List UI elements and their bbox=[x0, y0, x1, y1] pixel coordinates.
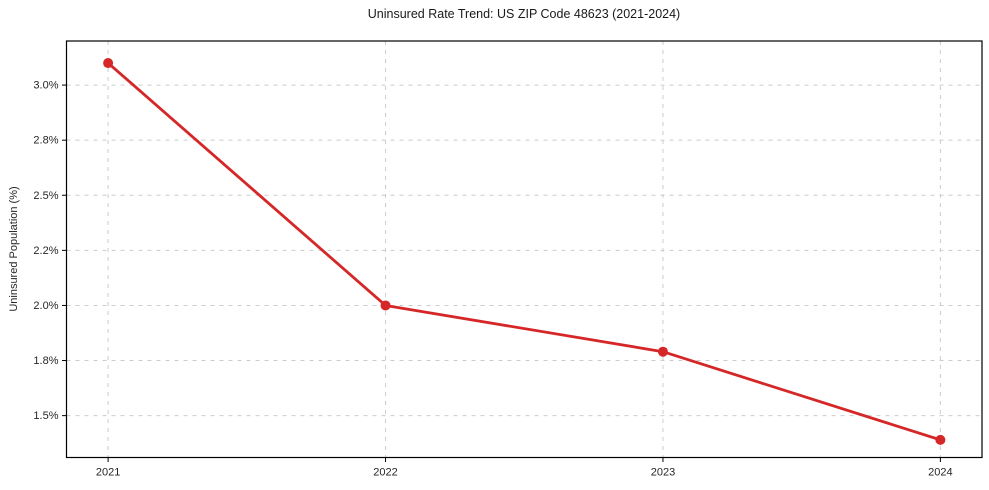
data-point bbox=[380, 300, 391, 311]
data-point bbox=[103, 58, 114, 69]
data-point bbox=[657, 346, 668, 357]
y-tick-label: 2.5% bbox=[33, 190, 58, 202]
y-tick-label: 2.0% bbox=[33, 300, 58, 312]
plot-border bbox=[65, 40, 983, 459]
y-tick-label: 1.5% bbox=[33, 410, 58, 422]
x-tick-label: 2021 bbox=[96, 467, 120, 479]
data-point bbox=[935, 434, 946, 445]
y-tick-label: 2.2% bbox=[33, 245, 58, 257]
x-tick-label: 2024 bbox=[928, 467, 952, 479]
y-tick-label: 1.8% bbox=[33, 355, 58, 367]
trend-line bbox=[106, 61, 942, 442]
y-tick-label: 2.8% bbox=[33, 135, 58, 147]
chart-title: Uninsured Rate Trend: US ZIP Code 48623 … bbox=[367, 7, 681, 21]
x-tick-label: 2022 bbox=[373, 467, 397, 479]
y-tick-label: 3.0% bbox=[33, 80, 58, 92]
x-tick-label: 2023 bbox=[651, 467, 675, 479]
